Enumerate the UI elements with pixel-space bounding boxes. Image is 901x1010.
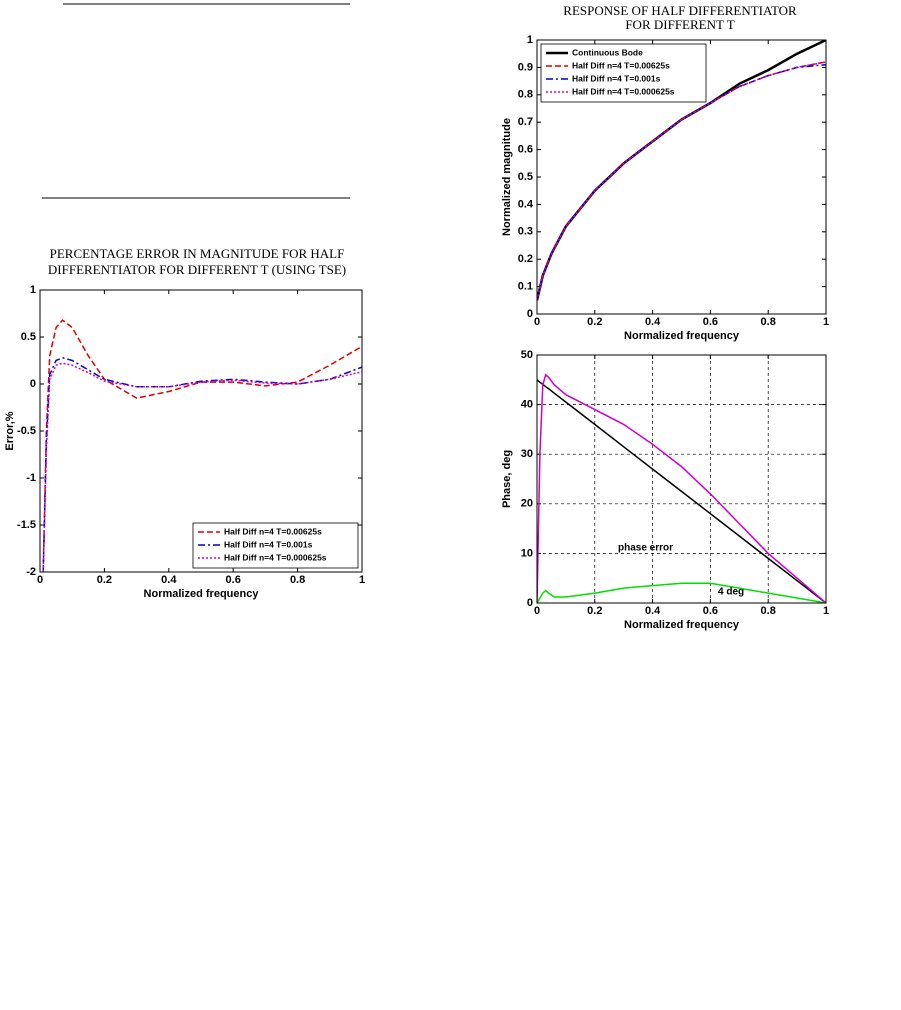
legend-label: Half Diff n=4 T=0.00625s — [572, 60, 670, 70]
y-tick-label: 0.7 — [518, 116, 533, 128]
y-tick-label: 0.3 — [518, 226, 533, 238]
chart-title: PERCENTAGE ERROR IN MAGNITUDE FOR HALF — [50, 246, 345, 261]
annotation: phase error — [618, 543, 673, 554]
x-tick-label: 0.8 — [761, 605, 776, 617]
x-tick-label: 0.4 — [161, 574, 177, 586]
series-line — [537, 582, 826, 603]
legend-label: Half Diff n=4 T=0.000625s — [224, 552, 327, 562]
y-tick-label: 0 — [527, 597, 533, 609]
y-tick-label: 0.1 — [518, 281, 533, 293]
x-tick-label: 0.4 — [645, 316, 661, 328]
x-tick-label: 0 — [534, 605, 540, 617]
legend-label: Continuous Bode — [572, 47, 643, 57]
x-tick-label: 0.6 — [226, 574, 241, 586]
y-tick-label: -1 — [26, 472, 36, 484]
x-axis-label: Normalized frequency — [144, 588, 260, 600]
legend-label: Half Diff n=4 T=0.000625s — [572, 86, 675, 96]
y-tick-label: 0.5 — [518, 171, 533, 183]
y-tick-label: 0.6 — [518, 144, 533, 156]
x-tick-label: 1 — [823, 605, 829, 617]
x-tick-label: 0 — [534, 316, 540, 328]
plot-frame — [536, 354, 827, 604]
x-tick-label: 0.2 — [97, 574, 112, 586]
chart-title: RESPONSE OF HALF DIFFERENTIATOR — [563, 3, 797, 18]
x-tick-label: 0.8 — [290, 574, 305, 586]
y-tick-label: 20 — [521, 498, 533, 510]
plot-frame — [39, 289, 363, 573]
y-axis-label: Phase, deg — [501, 450, 513, 508]
x-tick-label: 0 — [37, 574, 43, 586]
y-tick-label: 0.4 — [518, 198, 534, 210]
legend-label: Half Diff n=4 T=0.00625s — [224, 526, 322, 536]
x-tick-label: 0.6 — [703, 605, 718, 617]
series-line — [537, 61, 826, 301]
y-tick-label: 1 — [527, 34, 533, 46]
y-axis-label: Normalized magnitude — [501, 118, 513, 236]
x-tick-label: 0.8 — [761, 316, 776, 328]
x-tick-label: 0.4 — [645, 605, 661, 617]
y-tick-label: 0.8 — [518, 89, 533, 101]
x-tick-label: 0.2 — [587, 605, 602, 617]
legend-label: Half Diff n=4 T=0.001s — [224, 539, 313, 549]
y-tick-label: 0.5 — [21, 331, 36, 343]
series-line — [537, 379, 826, 603]
y-tick-label: 0 — [30, 378, 36, 390]
series-line — [42, 319, 362, 572]
y-tick-label: 0.9 — [518, 61, 533, 73]
chart-title: FOR DIFFERENT T — [625, 17, 734, 32]
annotation: 4 deg — [718, 587, 744, 598]
y-tick-label: 40 — [521, 399, 533, 411]
y-tick-label: 10 — [521, 547, 533, 559]
series-line — [537, 373, 826, 603]
y-tick-label: 0.2 — [518, 253, 533, 265]
legend-label: Half Diff n=4 T=0.001s — [572, 73, 661, 83]
x-tick-label: 1 — [359, 574, 365, 586]
y-tick-label: 0 — [527, 308, 533, 320]
y-axis-label: Error,% — [4, 411, 16, 450]
plot-frame — [536, 39, 827, 315]
x-tick-label: 0.2 — [587, 316, 602, 328]
y-tick-label: -1.5 — [17, 519, 36, 531]
series-line — [42, 362, 362, 572]
series-line — [42, 356, 362, 572]
x-axis-label: Normalized frequency — [624, 619, 740, 631]
y-tick-label: 1 — [30, 284, 36, 296]
legend-box — [540, 43, 707, 103]
y-tick-label: 50 — [521, 349, 533, 361]
x-tick-label: 0.6 — [703, 316, 718, 328]
y-tick-label: -2 — [26, 566, 36, 578]
x-axis-label: Normalized frequency — [624, 330, 740, 342]
y-tick-label: 30 — [521, 448, 533, 460]
legend-box — [192, 522, 359, 569]
x-tick-label: 1 — [823, 316, 829, 328]
chart-title: DIFFERENTIATOR FOR DIFFERENT T (USING TS… — [48, 262, 346, 277]
y-tick-label: -0.5 — [17, 425, 36, 437]
